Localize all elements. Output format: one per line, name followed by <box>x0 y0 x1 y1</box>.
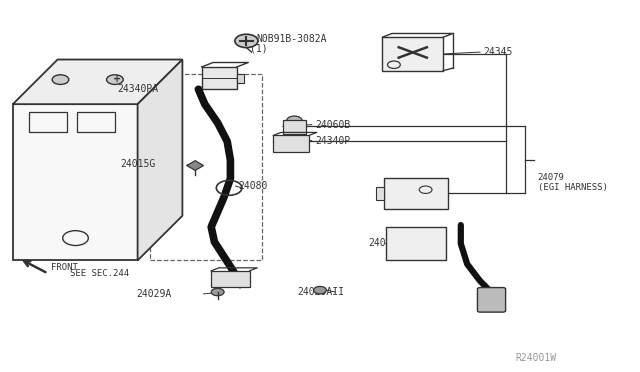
Text: 24079
(EGI HARNESS): 24079 (EGI HARNESS) <box>538 173 607 192</box>
FancyBboxPatch shape <box>477 288 506 312</box>
Bar <box>29 112 67 132</box>
Text: 24345: 24345 <box>483 47 513 57</box>
Polygon shape <box>202 67 237 89</box>
Text: 24060B: 24060B <box>315 120 350 129</box>
Text: 24080: 24080 <box>239 181 268 191</box>
Text: SEE SEC.244: SEE SEC.244 <box>70 269 129 278</box>
Circle shape <box>314 286 326 294</box>
Text: FRONT: FRONT <box>51 263 78 272</box>
Text: 24029AII: 24029AII <box>297 287 344 297</box>
Text: 24029A: 24029A <box>136 289 172 299</box>
Text: 24012: 24012 <box>369 238 398 247</box>
Text: 24015G: 24015G <box>120 160 156 169</box>
Text: N0B91B-3082A: N0B91B-3082A <box>256 34 326 44</box>
Text: R24001W: R24001W <box>516 353 557 363</box>
Bar <box>77 112 115 132</box>
Circle shape <box>106 75 123 84</box>
Circle shape <box>235 34 258 48</box>
Polygon shape <box>13 104 138 260</box>
Bar <box>273 135 309 152</box>
Text: +: + <box>113 74 121 84</box>
Circle shape <box>287 116 302 125</box>
Bar <box>384 178 448 209</box>
Text: 24380P: 24380P <box>384 187 419 197</box>
Circle shape <box>211 288 224 296</box>
Bar <box>383 37 444 71</box>
Text: (1): (1) <box>250 44 268 53</box>
Polygon shape <box>13 60 182 104</box>
Bar <box>237 74 244 83</box>
Text: 24340P: 24340P <box>315 136 350 145</box>
Circle shape <box>52 75 69 84</box>
Polygon shape <box>138 60 182 260</box>
Text: 24340PA: 24340PA <box>118 84 159 93</box>
Bar <box>283 120 306 134</box>
Bar <box>376 187 384 200</box>
Bar <box>211 271 250 287</box>
Bar <box>150 74 262 260</box>
Bar <box>385 227 447 260</box>
Polygon shape <box>187 161 204 170</box>
